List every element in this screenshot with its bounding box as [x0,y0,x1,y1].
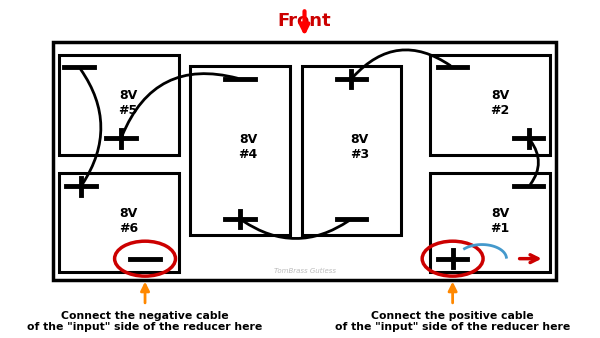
Text: 8V
#1: 8V #1 [490,207,509,235]
Text: Front: Front [278,12,331,30]
Text: Connect the negative cable
of the "input" side of the reducer here: Connect the negative cable of the "input… [28,311,263,332]
Text: 8V
#4: 8V #4 [238,133,257,161]
Text: 8V
#5: 8V #5 [119,89,138,117]
Bar [59,173,179,272]
Bar [190,66,290,235]
Text: 8V
#3: 8V #3 [350,133,369,161]
Text: Connect the positive cable
of the "input" side of the reducer here: Connect the positive cable of the "input… [335,311,570,332]
Text: 8V
#6: 8V #6 [119,207,138,235]
Bar [430,173,550,272]
Text: TomBrass Gutless: TomBrass Gutless [274,268,335,274]
Bar [59,55,179,154]
Text: 8V
#2: 8V #2 [490,89,509,117]
Bar [430,55,550,154]
Bar [53,42,556,281]
Bar [302,66,401,235]
